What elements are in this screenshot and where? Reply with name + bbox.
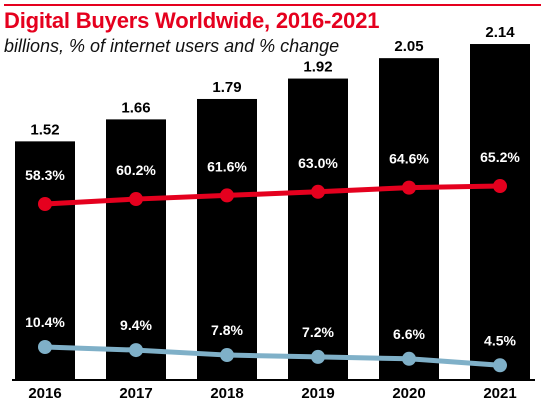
x-tick-label: 2017 xyxy=(119,385,152,402)
bar-value-label: 1.52 xyxy=(30,121,59,138)
pct-users-label: 61.6% xyxy=(207,158,247,174)
bar-2021 xyxy=(470,44,530,381)
pct-users-point xyxy=(38,197,52,211)
pct-change-line xyxy=(44,344,501,368)
x-tick-label: 2021 xyxy=(483,385,516,402)
bar-value-label: 2.14 xyxy=(485,24,515,41)
chart-title: Digital Buyers Worldwide, 2016-2021 xyxy=(4,8,380,33)
bar-2019 xyxy=(288,78,348,380)
pct-change-point xyxy=(311,349,325,364)
bar-value-label: 2.05 xyxy=(394,38,423,55)
bar-2018 xyxy=(197,98,257,380)
pct-users-point xyxy=(311,184,325,199)
pct-change-point xyxy=(220,348,234,363)
pct-change-point xyxy=(38,340,52,354)
pct-users-label: 65.2% xyxy=(480,149,520,165)
pct-users-point xyxy=(402,180,416,195)
x-tick-label: 2019 xyxy=(301,385,334,402)
pct-users-point xyxy=(220,188,234,203)
title-rule xyxy=(4,4,541,6)
x-tick-label: 2018 xyxy=(210,385,243,402)
pct-change-label: 7.2% xyxy=(302,324,334,340)
pct-change-label: 9.4% xyxy=(120,317,152,333)
pct-users-label: 63.0% xyxy=(298,155,338,171)
pct-change-label: 4.5% xyxy=(484,332,516,348)
x-tick-label: 2016 xyxy=(28,385,61,402)
pct-users-label: 60.2% xyxy=(116,162,156,178)
pct-users-point xyxy=(129,192,143,207)
pct-users-point xyxy=(493,179,507,194)
pct-change-point xyxy=(402,351,416,366)
pct-users-label: 58.3% xyxy=(25,167,65,183)
bar-2017 xyxy=(106,119,166,380)
pct-change-point xyxy=(129,343,143,358)
bar-value-label: 1.79 xyxy=(212,79,241,96)
bar-2020 xyxy=(379,58,439,381)
bar-value-label: 1.92 xyxy=(303,59,332,76)
pct-users-line xyxy=(44,183,501,207)
bar-value-label: 1.66 xyxy=(121,99,150,116)
pct-change-point xyxy=(493,358,507,373)
pct-change-label: 7.8% xyxy=(211,322,243,338)
pct-users-label: 64.6% xyxy=(389,151,429,167)
pct-change-label: 6.6% xyxy=(393,326,425,342)
pct-change-label: 10.4% xyxy=(25,314,65,330)
chart-subtitle: billions, % of internet users and % chan… xyxy=(4,36,340,56)
x-tick-label: 2020 xyxy=(392,385,425,402)
